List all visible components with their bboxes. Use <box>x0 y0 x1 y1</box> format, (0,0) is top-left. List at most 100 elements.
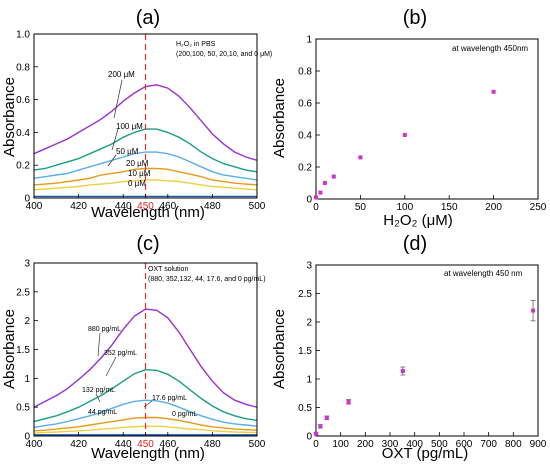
leader-line-200 <box>113 79 123 119</box>
x-tick-label-440: 440 <box>115 201 132 212</box>
panel-label: (b) <box>403 7 427 29</box>
y-tick-label-0-4: 0.4 <box>298 131 312 142</box>
panel-b-absorbance-vs-h2o2: (b) 0 50 100 150 200 250 0 0.2 0.4 0.6 0.8 1 at wav… <box>271 7 547 229</box>
y-tick-label-1-5: 1.5 <box>16 345 30 356</box>
leader-line-880 <box>97 332 101 357</box>
series-label-880: 880 pg/mL <box>88 326 121 333</box>
data-point-100 <box>402 133 407 137</box>
x-tick-label-400: 400 <box>26 439 43 450</box>
x-tick-label-50: 50 <box>355 202 367 213</box>
y-tick-label-0-8: 0.8 <box>16 62 30 73</box>
series-line-50-m <box>33 151 258 181</box>
y-tick-label-0-5: 0.5 <box>16 403 30 414</box>
x-tick-label-480: 480 <box>204 201 221 212</box>
x-tick-label-450: 450 <box>137 201 154 212</box>
x-tick-label-200: 200 <box>485 202 502 213</box>
y-tick-label-1: 1 <box>24 374 30 385</box>
x-tick-label-500: 500 <box>249 201 266 212</box>
ticks-layer: 0 50 100 150 200 250 0 0.2 0.4 0.6 0.8 1 <box>298 35 547 214</box>
y-tick-label-1: 1 <box>306 375 312 386</box>
y-axis-label: Absorbance <box>1 309 18 389</box>
x-tick-label-400: 400 <box>26 201 43 212</box>
series-label-352: 352 pg/mL <box>104 350 137 357</box>
x-tick-label-150: 150 <box>441 202 458 213</box>
series-label-200: 200 μM <box>108 70 135 79</box>
leader-line-17-6 <box>143 400 153 408</box>
x-tick-label-0: 0 <box>313 439 319 450</box>
x-tick-label-500: 500 <box>249 439 266 450</box>
series-label-0: 0 μM <box>128 179 146 188</box>
annotation-line-2: (200,100, 50, 20,10, and 0 μM) <box>176 51 272 58</box>
series-line-10-m <box>33 179 258 191</box>
y-tick-label-0: 0 <box>24 432 30 443</box>
series-labels-layer: 880 pg/mL 352 pg/mL 132 pg/mL 44 pg/mL 1… <box>82 326 197 418</box>
x-axis-label: Wavelength (nm) <box>91 204 205 221</box>
series-labels-layer: 200 μM 100 μM 50 μM 20 μM 10 μM 0 μM <box>107 70 151 188</box>
x-axis-label: OXT (pg/mL) <box>382 445 468 462</box>
x-tick-label-420: 420 <box>70 439 87 450</box>
data-point-0 <box>314 431 318 436</box>
series-label-132: 132 pg/mL <box>82 387 115 394</box>
ticks-layer: 400 420 440 450 460 480 500 0 0.2 0.4 0.6 0.8 1.0 <box>16 30 266 213</box>
x-tick-label-500: 500 <box>431 439 448 450</box>
y-tick-label-2: 2 <box>24 316 30 327</box>
y-tick-label-0-2: 0.2 <box>298 163 312 174</box>
y-tick-label-0: 0 <box>306 195 312 206</box>
x-tick-label-420: 420 <box>70 201 87 212</box>
y-tick-label-1: 1 <box>306 35 312 46</box>
y-tick-label-3: 3 <box>24 259 30 270</box>
data-point-44 <box>324 415 329 420</box>
y-tick-label-0-8: 0.8 <box>298 67 312 78</box>
leader-line-50 <box>107 154 117 167</box>
y-tick-label-0-5: 0.5 <box>298 403 312 414</box>
data-point-10 <box>322 181 327 185</box>
x-tick-label-250: 250 <box>530 202 547 213</box>
plot-frame <box>315 38 539 200</box>
annotation: at wavelength 450nm <box>452 44 528 53</box>
x-tick-label-600: 600 <box>456 439 473 450</box>
ticks-layer: 400 420 440 450 460 480 500 0 0.5 1 1.5 2 2.5 3 <box>16 259 266 451</box>
y-tick-label-1-0: 1.0 <box>16 30 30 41</box>
panel-c-absorbance-spectra-oxt: (c) 400 420 440 450 460 480 500 0 0.5 1 1.5 2 2.5 3 O… <box>1 233 266 462</box>
y-tick-label-0-4: 0.4 <box>16 128 30 139</box>
series-label-44: 44 pg/mL <box>88 409 117 416</box>
data-point-880 <box>531 308 536 313</box>
x-tick-label-900: 900 <box>530 439 547 450</box>
annotation-line-1: H₂O₂ in PBS <box>176 41 216 48</box>
series-label-50: 50 μM <box>116 147 139 156</box>
series-line-132-pg-ml <box>33 399 258 429</box>
y-tick-label-0-2: 0.2 <box>16 161 30 172</box>
series-label-17-6: 17.6 pg/mL <box>152 395 187 402</box>
x-tick-label-400: 400 <box>406 439 423 450</box>
y-tick-label-2: 2 <box>306 318 312 329</box>
y-tick-label-0-6: 0.6 <box>16 95 30 106</box>
x-tick-label-800: 800 <box>505 439 522 450</box>
points-layer <box>314 89 496 200</box>
y-tick-label-0-6: 0.6 <box>298 99 312 110</box>
x-tick-label-300: 300 <box>382 439 399 450</box>
data-point-5 <box>318 190 323 195</box>
panel-label: (d) <box>403 233 427 255</box>
series-label-100: 100 μM <box>116 122 143 131</box>
data-point-200 <box>491 89 496 94</box>
leader-line-352 <box>105 356 117 377</box>
x-tick-label-700: 700 <box>480 439 497 450</box>
annotation: at wavelength 450 nm <box>444 269 523 278</box>
data-point-20 <box>331 174 336 179</box>
plot-frame <box>315 264 539 437</box>
x-tick-label-0: 0 <box>313 202 319 213</box>
x-tick-label-440: 440 <box>115 439 132 450</box>
y-axis-label: Absorbance <box>1 77 18 157</box>
x-axis-label: H₂O₂ (μM) <box>383 212 452 229</box>
x-axis-label: Wavelength (nm) <box>91 445 205 462</box>
leader-line-132 <box>95 393 101 403</box>
x-tick-label-450: 450 <box>137 439 154 450</box>
series-layer <box>33 308 258 436</box>
series-label-20: 20 μM <box>126 159 149 168</box>
x-tick-label-460: 460 <box>159 201 176 212</box>
y-tick-label-1-5: 1.5 <box>298 346 312 357</box>
panel-d-absorbance-vs-oxt: (d) 0 100 200 300 400 500 600 700 800 900 0 0.5 1 1.5… <box>271 233 547 462</box>
y-tick-label-0: 0 <box>306 432 312 443</box>
annotation-line-2: (880, 352,132, 44, 17.6, and 0 pg/mL) <box>148 276 266 283</box>
